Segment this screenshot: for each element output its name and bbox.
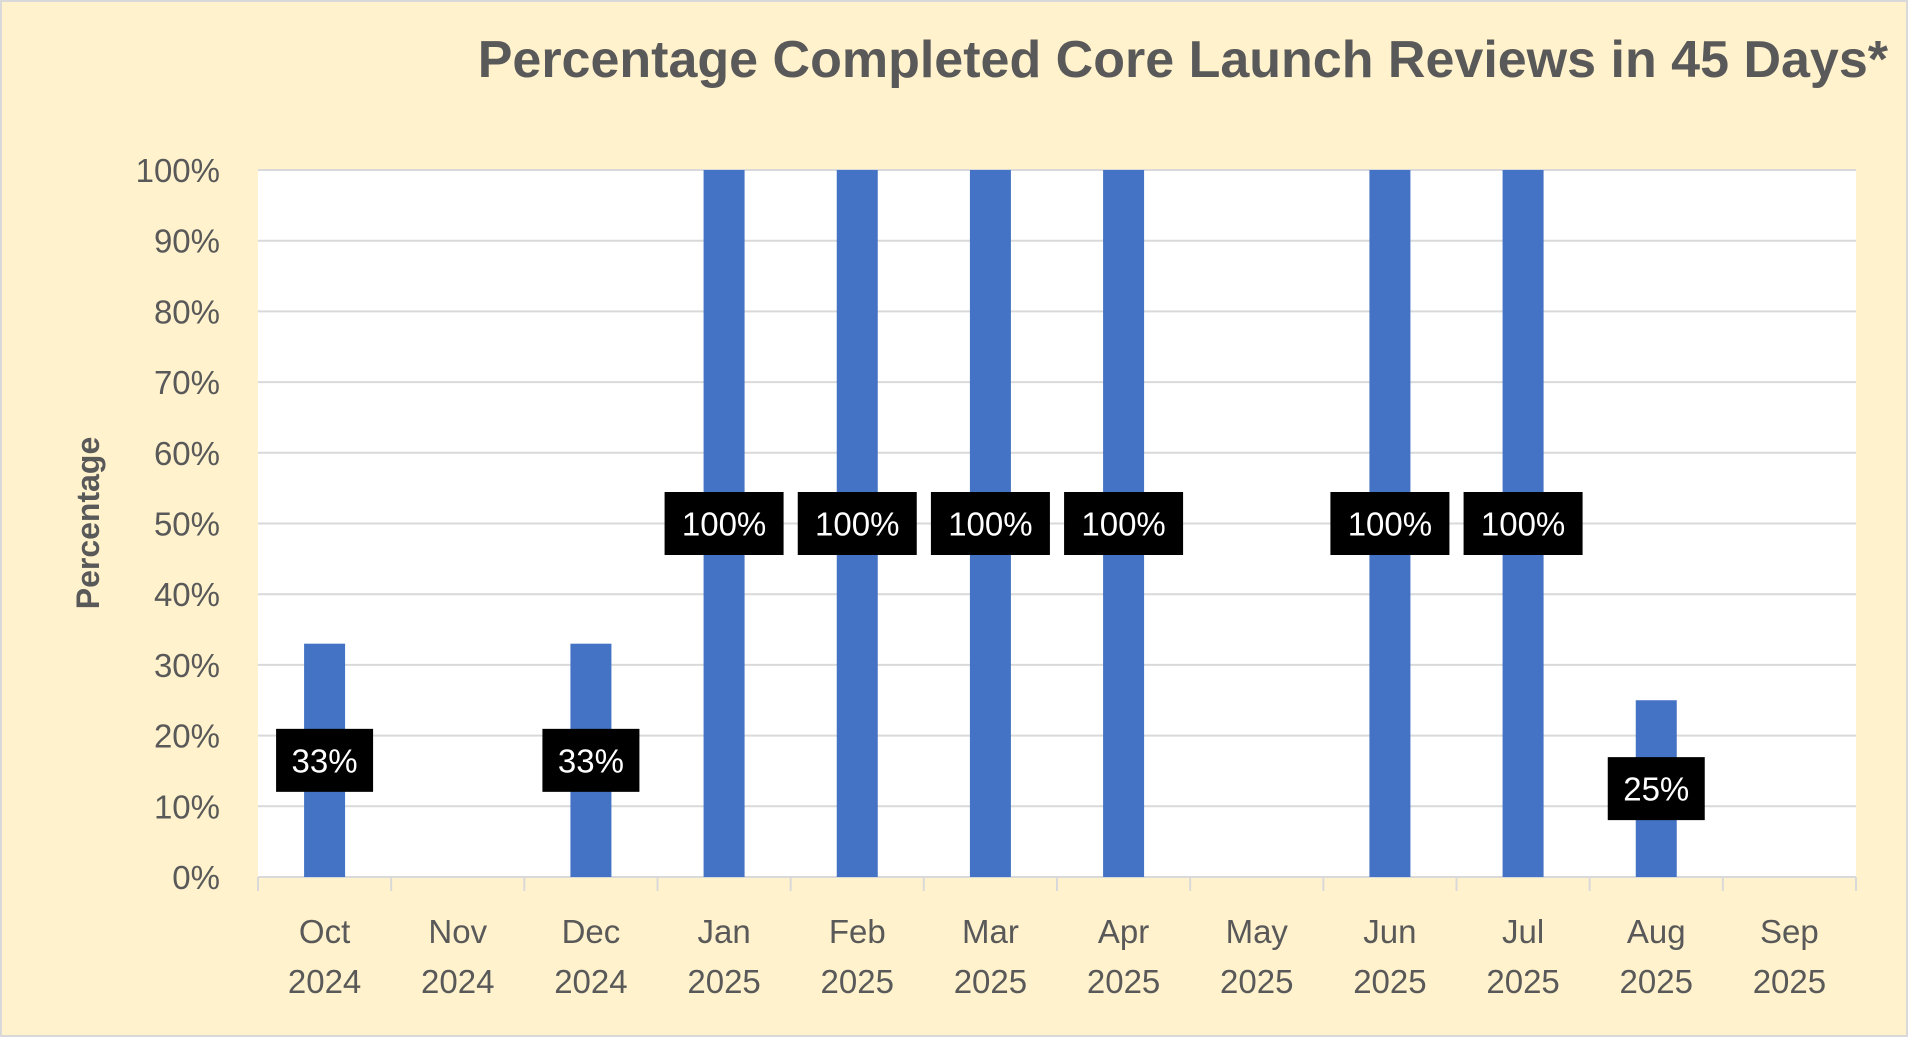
x-tick-label: Dec [562,913,621,950]
x-tick-label-year: 2025 [954,963,1027,1000]
x-tick-label-year: 2025 [1620,963,1693,1000]
data-label: 33% [292,742,358,779]
data-label-box [664,492,784,555]
y-tick-label: 10% [154,788,220,825]
x-tick-label-year: 2025 [821,963,894,1000]
data-label-box [276,728,374,792]
data-label-box [797,492,917,555]
x-tick-label-year: 2024 [554,963,627,1000]
x-tick-label: Oct [299,913,350,950]
x-tick-label: Jun [1363,913,1416,950]
x-tick-label-year: 2025 [687,963,760,1000]
x-tick-label: Aug [1627,913,1686,950]
y-tick-label: 20% [154,718,220,755]
data-label: 100% [1081,506,1165,543]
x-tick-label-year: 2025 [1486,963,1559,1000]
x-tick-label-year: 2024 [288,963,361,1000]
data-label-box [1463,492,1583,555]
x-tick-label-year: 2025 [1353,963,1426,1000]
y-tick-label: 100% [136,152,220,189]
y-tick-label: 50% [154,506,220,543]
x-tick-label-year: 2025 [1220,963,1293,1000]
x-tick-label-year: 2025 [1753,963,1826,1000]
y-tick-label: 80% [154,293,220,330]
data-label-box [1064,492,1184,555]
x-tick-label: Nov [428,913,487,950]
x-tick-label-year: 2025 [1087,963,1160,1000]
x-tick-label-year: 2024 [421,963,494,1000]
y-tick-label: 0% [172,859,220,896]
data-label-box [1607,757,1705,821]
x-tick-label: Sep [1760,913,1819,950]
data-label: 100% [948,506,1032,543]
data-label: 100% [1481,506,1565,543]
data-label: 25% [1623,771,1689,808]
data-label-box [542,728,640,792]
y-tick-label: 40% [154,576,220,613]
chart-title: Percentage Completed Core Launch Reviews… [477,31,1888,89]
y-tick-label: 60% [154,435,220,472]
data-label: 100% [1348,506,1432,543]
y-axis-label: Percentage [70,437,106,610]
x-tick-label: Feb [829,913,886,950]
x-tick-label: Mar [962,913,1019,950]
data-label: 100% [682,506,766,543]
x-tick-label: Jan [697,913,750,950]
x-tick-label: Apr [1098,913,1149,950]
y-tick-label: 90% [154,223,220,260]
data-label: 33% [558,742,624,779]
x-tick-label: Jul [1502,913,1544,950]
data-label-box [930,492,1050,555]
y-tick-label: 70% [154,364,220,401]
y-tick-label: 30% [154,647,220,684]
data-label: 100% [815,506,899,543]
x-tick-label: May [1226,913,1289,950]
data-label-box [1330,492,1450,555]
